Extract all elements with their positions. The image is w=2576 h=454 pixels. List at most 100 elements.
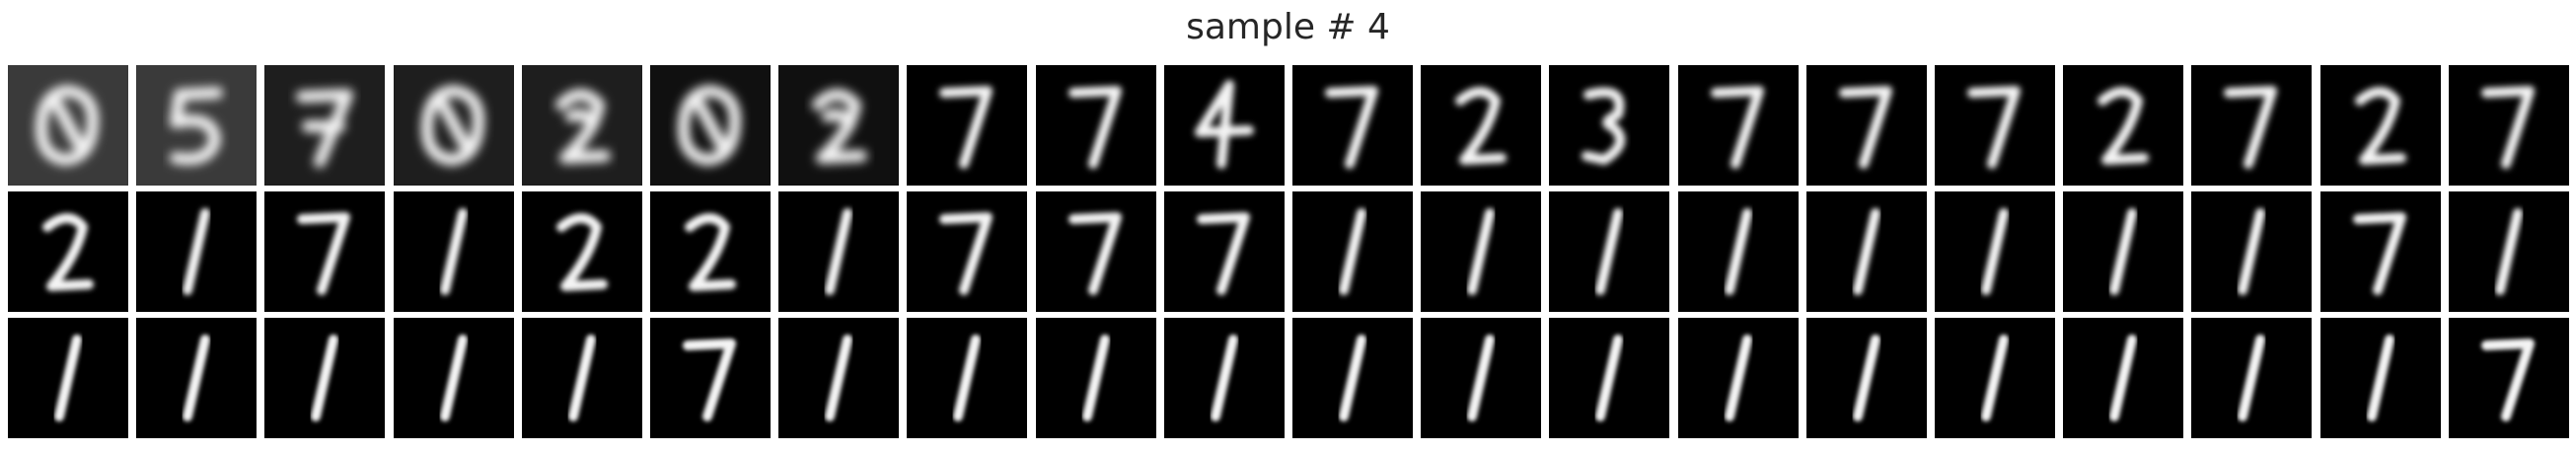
digit-stroke	[1724, 208, 1752, 295]
digit-stroke	[2494, 208, 2523, 295]
digit-sample-image	[393, 318, 514, 438]
digit-sample-image	[2191, 191, 2313, 312]
digit-sample-image	[393, 65, 514, 186]
digit-sample-image	[907, 318, 1028, 438]
digit-sample-image	[1292, 191, 1413, 312]
digit-sample-image	[1935, 318, 2055, 438]
digit-sample-image	[521, 318, 642, 438]
digit-stroke	[1852, 208, 1880, 295]
digit-sample-image	[8, 318, 128, 438]
digit-sample-image	[264, 65, 386, 186]
digit-stroke	[439, 208, 468, 295]
digit-stroke	[1981, 208, 2009, 295]
digit-stroke	[1339, 208, 1366, 295]
digit-sample-image	[1421, 191, 1542, 312]
digit-sample-image	[1549, 318, 1670, 438]
digit-stroke	[2238, 335, 2266, 421]
digit-stroke	[2098, 87, 2150, 165]
digit-stroke	[1724, 335, 1752, 421]
digit-sample-image	[2319, 65, 2441, 186]
digit-stroke	[567, 335, 596, 421]
digit-sample-image	[8, 65, 128, 186]
digit-sample-image	[2191, 318, 2313, 438]
digit-stroke	[311, 335, 339, 421]
digit-sample-image	[521, 65, 642, 186]
digit-stroke	[296, 89, 354, 168]
digit-stroke	[1455, 87, 1508, 165]
digit-sample-image	[136, 65, 258, 186]
digit-sample-image	[1421, 318, 1542, 438]
digit-stroke	[2224, 86, 2278, 169]
digit-stroke	[1710, 86, 1764, 169]
digit-stroke	[1210, 335, 1238, 421]
digit-stroke	[1852, 335, 1880, 421]
digit-stroke	[2354, 87, 2406, 165]
digit-sample-image	[1805, 65, 1927, 186]
digit-stroke	[825, 335, 853, 421]
digit-sample-image	[907, 191, 1028, 312]
digit-stroke	[35, 85, 100, 166]
digit-stroke	[1582, 87, 1626, 165]
digit-stroke	[939, 212, 994, 295]
digit-stroke	[1067, 86, 1122, 169]
digit-sample-image	[1549, 191, 1670, 312]
digit-stroke	[1595, 208, 1624, 295]
digit-stroke	[2238, 208, 2266, 295]
digit-sample-image	[393, 191, 514, 312]
digit-stroke	[2352, 212, 2406, 295]
digit-sample-image	[2063, 191, 2184, 312]
digit-sample-image	[1292, 318, 1413, 438]
digit-stroke	[1196, 212, 1250, 295]
digit-sample-image	[1935, 191, 2055, 312]
digit-stroke	[1325, 86, 1378, 169]
digit-stroke	[170, 87, 224, 166]
digit-stroke	[555, 213, 608, 291]
digit-stroke	[54, 335, 82, 421]
digit-sample-image	[778, 65, 900, 186]
digit-sample-image	[1421, 65, 1542, 186]
digit-sample-image	[2063, 65, 2184, 186]
digit-stroke	[2366, 335, 2394, 421]
digit-stroke	[1838, 86, 1892, 169]
digit-sample-image	[136, 191, 258, 312]
digit-sample-image	[2319, 318, 2441, 438]
digit-sample-image	[1292, 65, 1413, 186]
digit-sample-image	[264, 318, 386, 438]
digit-stroke	[1339, 335, 1366, 421]
digit-sample-image	[264, 191, 386, 312]
digit-sample-image	[650, 65, 771, 186]
digit-sample-image	[1677, 318, 1799, 438]
digit-sample-image	[1035, 191, 1156, 312]
digit-sample-image	[650, 318, 771, 438]
digit-stroke	[1067, 212, 1122, 295]
digit-stroke	[1967, 86, 2021, 169]
digit-sample-image	[907, 65, 1028, 186]
digit-sample-image	[1549, 65, 1670, 186]
digit-sample-image	[1163, 318, 1285, 438]
digit-sample-image	[2448, 65, 2569, 186]
digit-stroke	[2109, 335, 2138, 421]
digit-stroke	[1467, 208, 1496, 295]
digit-stroke	[554, 89, 611, 164]
digit-sample-image	[778, 191, 900, 312]
digit-sample-image	[2448, 191, 2569, 312]
digit-sample-image	[1163, 191, 1285, 312]
digit-sample-image	[136, 318, 258, 438]
digit-stroke	[420, 85, 484, 166]
digit-stroke	[677, 85, 742, 166]
digit-sample-image	[650, 191, 771, 312]
digit-sample-image	[1677, 65, 1799, 186]
digit-stroke	[2480, 339, 2535, 421]
digit-stroke	[1981, 335, 2009, 421]
digit-sample-image	[1805, 318, 1927, 438]
digit-sample-image	[778, 318, 900, 438]
digit-stroke	[825, 208, 853, 295]
digit-stroke	[939, 86, 994, 169]
digit-stroke	[1194, 80, 1254, 169]
digit-sample-image	[1805, 191, 1927, 312]
digit-sample-image	[2191, 65, 2313, 186]
digit-stroke	[685, 213, 736, 291]
figure-title: sample # 4	[1186, 7, 1390, 47]
digit-sample-image	[2063, 318, 2184, 438]
digit-stroke	[1595, 335, 1624, 421]
